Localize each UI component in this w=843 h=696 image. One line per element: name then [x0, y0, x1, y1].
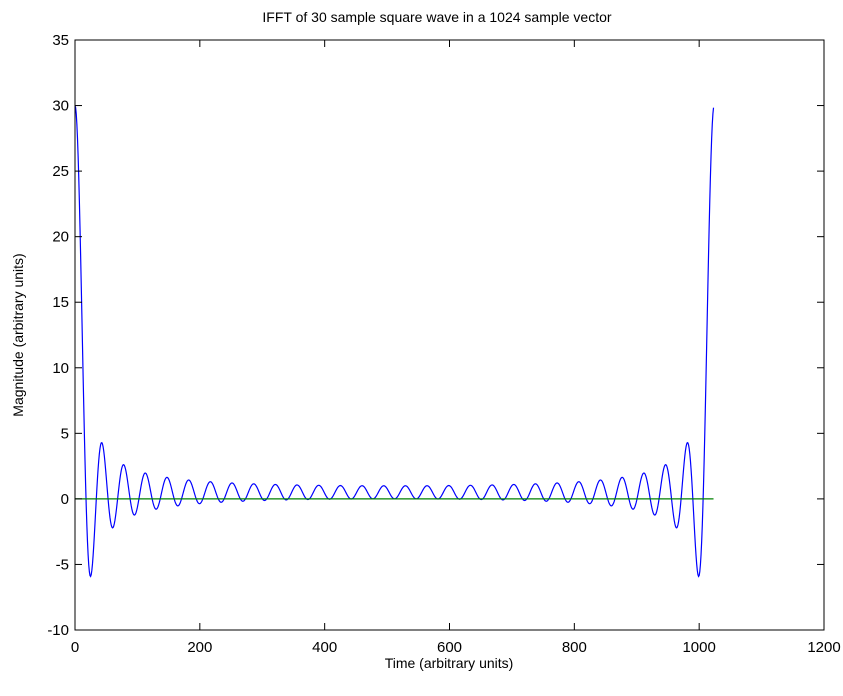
y-tick-label: 35 [52, 32, 69, 49]
y-axis-label: Magnitude (arbitrary units) [10, 253, 26, 416]
y-tick-label: 10 [52, 360, 69, 377]
x-tick-label: 0 [71, 639, 79, 656]
y-tick-label: 25 [52, 163, 69, 180]
chart-title: IFFT of 30 sample square wave in a 1024 … [262, 9, 611, 25]
y-tick-label: 15 [52, 294, 69, 311]
series-layer [75, 105, 715, 578]
y-axis: -10 -5 0 5 10 15 20 25 30 35 [47, 32, 824, 639]
x-axis: 0 200 400 600 800 1000 1200 [71, 40, 841, 656]
y-tick-label: -5 [56, 556, 69, 573]
y-tick-label: 5 [61, 425, 69, 442]
x-axis-label: Time (arbitrary units) [385, 655, 514, 671]
y-tick-label: 0 [61, 491, 69, 508]
x-tick-label: 1200 [807, 639, 840, 656]
x-tick-label: 400 [312, 639, 337, 656]
plot-frame [74, 39, 825, 631]
y-tick-label: 20 [52, 229, 69, 246]
y-tick-label: -10 [47, 622, 69, 639]
x-tick-label: 600 [437, 639, 462, 656]
x-tick-label: 1000 [682, 639, 715, 656]
x-tick-label: 800 [562, 639, 587, 656]
plot-area [75, 40, 824, 630]
x-tick-label: 200 [187, 639, 212, 656]
y-tick-label: 30 [52, 98, 69, 115]
